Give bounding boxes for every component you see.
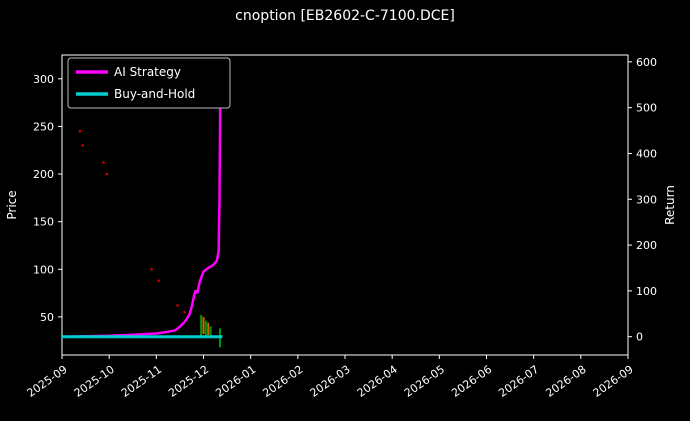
- x-tick-label: 2026-06: [449, 363, 494, 400]
- legend-box: [67, 57, 231, 109]
- x-tick-label: 2026-05: [402, 363, 447, 400]
- right-tick-label: 500: [636, 102, 657, 115]
- legend-label: Buy-and-Hold: [114, 87, 195, 101]
- legend-label: AI Strategy: [114, 65, 181, 79]
- left-axis-label: Price: [5, 190, 19, 219]
- right-tick-label: 0: [636, 331, 643, 344]
- x-tick-label: 2026-07: [496, 363, 541, 400]
- candle-bar: [200, 315, 203, 336]
- x-tick-label: 2025-12: [166, 363, 211, 400]
- x-tick-label: 2026-01: [213, 363, 258, 400]
- right-tick-label: 100: [636, 285, 657, 298]
- price-dot: [150, 267, 153, 271]
- left-tick-label: 50: [40, 311, 54, 324]
- x-tick-label: 2025-10: [72, 363, 117, 400]
- price-dot: [102, 161, 105, 164]
- price-dot: [176, 304, 179, 307]
- candle-bar: [209, 326, 212, 336]
- left-tick-label: 200: [33, 168, 54, 181]
- x-tick-label: 2026-09: [591, 363, 636, 400]
- x-tick-label: 2025-09: [25, 363, 70, 400]
- x-tick-label: 2026-08: [543, 363, 588, 400]
- x-tick-label: 2026-02: [260, 363, 305, 400]
- x-tick-label: 2026-03: [308, 363, 353, 400]
- x-tick-label: 2026-04: [355, 363, 400, 400]
- candle-bar: [204, 320, 207, 336]
- left-tick-label: 100: [33, 263, 54, 276]
- candle-bar: [207, 322, 210, 335]
- x-tick-label: 2025-11: [119, 363, 164, 400]
- left-tick-label: 250: [33, 120, 54, 133]
- right-tick-label: 300: [636, 193, 657, 206]
- candle-bar: [202, 316, 205, 335]
- right-tick-label: 600: [636, 56, 657, 69]
- price-dot: [157, 279, 160, 283]
- right-axis-label: Return: [663, 185, 677, 225]
- price-dot: [105, 172, 109, 176]
- right-tick-label: 400: [636, 147, 657, 160]
- price-dot: [183, 310, 186, 314]
- left-tick-label: 150: [33, 216, 54, 229]
- series-line-ai-strategy: [61, 67, 222, 338]
- price-dot: [78, 129, 82, 133]
- right-tick-label: 200: [636, 239, 657, 252]
- left-tick-label: 300: [33, 73, 54, 86]
- chart-title: cnoption [EB2602-C-7100.DCE]: [235, 8, 455, 24]
- price-dot: [81, 144, 85, 147]
